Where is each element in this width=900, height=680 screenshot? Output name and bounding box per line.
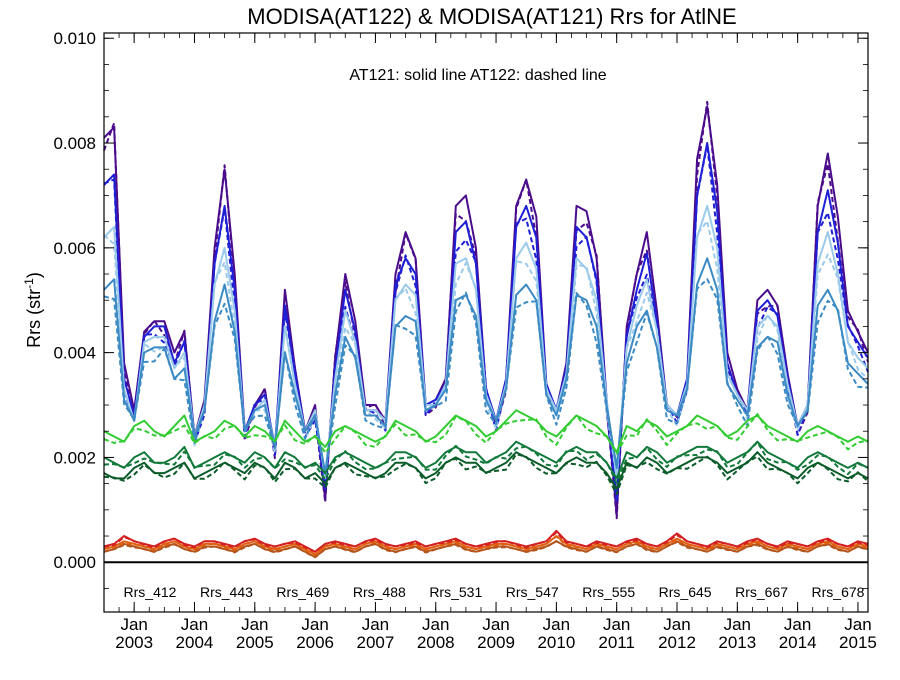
plot-area: 0.0000.0020.0040.0060.0080.010Jan2003Jan… [53, 29, 876, 652]
x-tick-label-month: Jan [844, 615, 871, 634]
legend-label-rrs-667: Rrs_667 [735, 584, 788, 600]
y-axis-label-text: Rrs (str [24, 289, 44, 348]
x-tick-label-month: Jan [422, 615, 449, 634]
series-dashed-line-rrs-531 [103, 413, 869, 455]
line-style-annotation: AT121: solid line AT122: dashed line [349, 67, 606, 84]
x-tick-label-month: Jan [120, 615, 147, 634]
x-tick-label-month: Jan [784, 615, 811, 634]
x-tick-label-year: 2011 [598, 633, 635, 652]
x-tick-label-month: Jan [362, 615, 389, 634]
y-tick-label: 0.002 [53, 448, 96, 467]
x-tick-label-year: 2007 [357, 633, 395, 652]
x-tick-label-month: Jan [482, 615, 509, 634]
y-tick-label: 0.008 [53, 134, 96, 153]
x-tick-label-year: 2004 [176, 633, 214, 652]
legend-label-rrs-531: Rrs_531 [429, 584, 482, 600]
y-tick-label: 0.000 [53, 553, 96, 572]
series-dashed-line-rrs-488 [103, 278, 869, 476]
x-tick-label-year: 2015 [839, 633, 877, 652]
series-dashed-line-rrs-678 [103, 531, 869, 553]
x-tick-label-year: 2010 [537, 633, 575, 652]
y-tick-label: 0.010 [53, 29, 96, 48]
legend: Rrs_412 Rrs_443 Rrs_469 Rrs_488 Rrs_531 Rrs_5… [124, 584, 865, 600]
x-tick-label-year: 2005 [236, 633, 274, 652]
series-dashed-line-rrs-443 [103, 144, 869, 503]
x-tick-label-year: 2006 [296, 633, 334, 652]
legend-label-rrs-547: Rrs_547 [506, 584, 559, 600]
x-tick-label-year: 2003 [115, 633, 153, 652]
x-tick-label-month: Jan [543, 615, 570, 634]
series-line-rrs-412 [103, 105, 869, 517]
legend-label-rrs-488: Rrs_488 [353, 584, 406, 600]
legend-label-rrs-645: Rrs_645 [659, 584, 712, 600]
series-dashed-line-rrs-555 [103, 453, 869, 495]
legend-label-rrs-678: Rrs_678 [812, 584, 865, 600]
legend-label-rrs-412: Rrs_412 [124, 584, 177, 600]
x-tick-label-month: Jan [301, 615, 328, 634]
legend-label-rrs-555: Rrs_555 [582, 584, 635, 600]
x-tick-label-year: 2014 [779, 633, 817, 652]
legend-label-rrs-469: Rrs_469 [276, 584, 329, 600]
series-dashed-line-rrs-645 [103, 540, 869, 559]
x-tick-label-month: Jan [603, 615, 630, 634]
legend-label-rrs-443: Rrs_443 [200, 584, 253, 600]
x-tick-label-year: 2013 [718, 633, 756, 652]
chart-title: MODISA(AT122) & MODISA(AT121) Rrs for At… [247, 4, 736, 29]
x-tick-label-month: Jan [663, 615, 690, 634]
x-tick-label-year: 2009 [477, 633, 515, 652]
y-axis-label: Rrs (str-1) [22, 272, 44, 348]
x-tick-label-month: Jan [724, 615, 751, 634]
x-tick-label-month: Jan [181, 615, 208, 634]
series-line-rrs-488 [103, 257, 869, 475]
series-dashed-line-rrs-547 [103, 441, 869, 484]
x-tick-label-month: Jan [241, 615, 268, 634]
plot-frame [103, 32, 869, 613]
y-axis-label-close: ) [24, 272, 44, 278]
y-axis-label-superscript: -1 [22, 278, 36, 289]
series-line-rrs-531 [103, 409, 869, 454]
x-tick-label-year: 2012 [658, 633, 696, 652]
x-tick-label-year: 2008 [417, 633, 455, 652]
y-tick-label: 0.006 [53, 239, 96, 258]
series-line-rrs-555 [103, 451, 869, 490]
series-dashed-line-rrs-667 [103, 535, 869, 556]
y-tick-label: 0.004 [53, 344, 96, 363]
series-line-rrs-547 [103, 440, 869, 480]
